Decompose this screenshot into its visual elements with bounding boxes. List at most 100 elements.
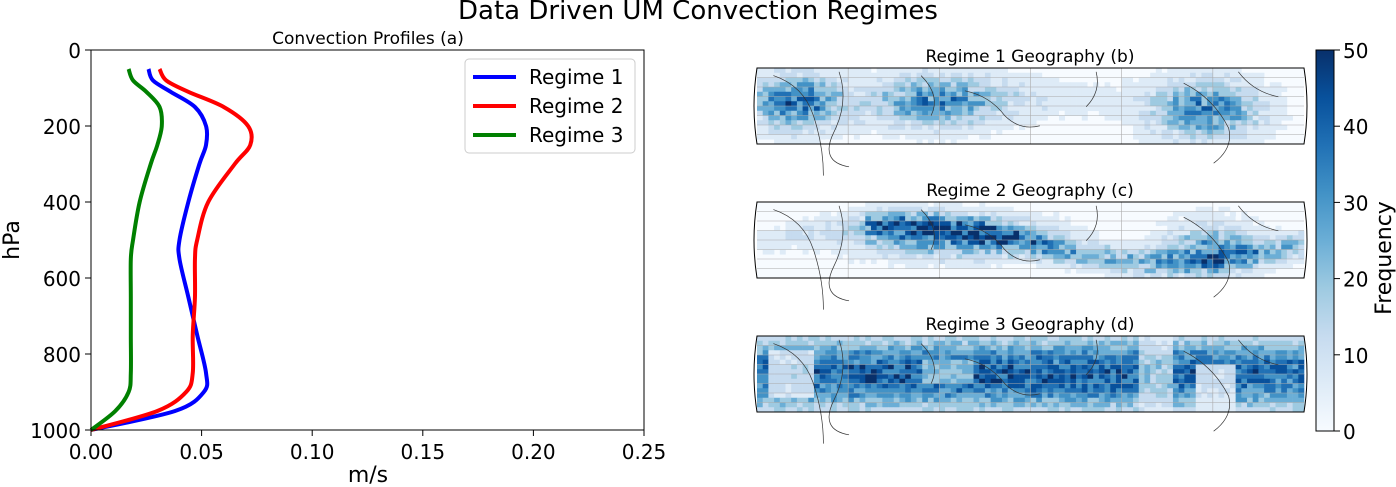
map-cell xyxy=(876,369,883,375)
map-cell xyxy=(996,206,1003,212)
map-cell xyxy=(791,374,798,380)
map-cell xyxy=(1218,383,1225,389)
map-cell xyxy=(762,402,769,408)
map-cell xyxy=(859,407,866,413)
map-cell xyxy=(870,101,877,107)
map-cell xyxy=(1264,397,1271,403)
map-cell xyxy=(876,72,883,78)
map-cell xyxy=(842,374,849,380)
map-cell xyxy=(990,393,997,399)
map-cell xyxy=(1144,244,1151,250)
map-cell xyxy=(888,115,895,121)
y-tick-label: 0 xyxy=(68,39,81,63)
map-cell xyxy=(1127,244,1134,250)
map-cell xyxy=(984,393,991,399)
map-cell xyxy=(1247,259,1254,265)
map-cell xyxy=(956,68,963,74)
map-cell xyxy=(808,244,815,250)
map-cell xyxy=(1172,273,1179,279)
map-cell xyxy=(1041,355,1048,361)
map-cell xyxy=(945,72,952,78)
map-cell xyxy=(1058,249,1065,255)
map-cell xyxy=(774,345,781,351)
map-cell xyxy=(1053,350,1060,356)
map-cell xyxy=(1013,340,1020,346)
map-cell xyxy=(1190,393,1197,399)
map-cell xyxy=(1172,106,1179,112)
map-cell xyxy=(973,350,980,356)
map-cell xyxy=(1115,388,1122,394)
map-cell xyxy=(899,393,906,399)
map-cell xyxy=(1013,374,1020,380)
map-cell xyxy=(853,125,860,131)
map-cell xyxy=(1235,91,1242,97)
map-cell xyxy=(1212,139,1219,145)
map-cell xyxy=(1041,397,1048,403)
map-cell xyxy=(1070,397,1077,403)
map-cell xyxy=(996,87,1003,93)
map-cell xyxy=(882,221,889,227)
map-cell xyxy=(1104,378,1111,384)
map-cell xyxy=(1121,383,1128,389)
map-cell xyxy=(757,77,763,83)
x-tick-label: 0.05 xyxy=(179,440,224,464)
map-cell xyxy=(939,82,946,88)
map-cell xyxy=(836,225,843,231)
map-cell xyxy=(905,397,912,403)
map-cell xyxy=(1172,211,1179,217)
map-cell xyxy=(1121,101,1128,107)
map-cell xyxy=(956,134,963,140)
map-cell xyxy=(1235,216,1242,222)
map-cell xyxy=(813,388,820,394)
map-cell xyxy=(939,355,946,361)
map-cell xyxy=(882,378,889,384)
map-cell xyxy=(893,402,900,408)
map-cell xyxy=(1212,82,1219,88)
map-cell xyxy=(757,96,763,102)
map-cell xyxy=(779,369,786,375)
map-cell xyxy=(1013,397,1020,403)
map-cell xyxy=(1292,359,1299,365)
map-cell xyxy=(1172,355,1179,361)
map-cell xyxy=(1121,82,1128,88)
map-cell xyxy=(1070,355,1077,361)
map-cell xyxy=(945,120,952,126)
map-cell xyxy=(1138,254,1145,260)
map-cell xyxy=(1207,225,1214,231)
map-cell xyxy=(1093,378,1100,384)
map-cell xyxy=(762,407,769,413)
map-cell xyxy=(774,120,781,126)
map-cell xyxy=(785,402,792,408)
map-cell xyxy=(979,230,986,236)
map-cell xyxy=(1195,369,1202,375)
map-cell xyxy=(859,345,866,351)
map-cell xyxy=(1002,374,1009,380)
map-cell xyxy=(950,125,957,131)
map-cell xyxy=(1207,374,1214,380)
map-cell xyxy=(1252,91,1259,97)
map-cell xyxy=(1161,263,1168,269)
map-cell xyxy=(1241,129,1248,135)
map-cell xyxy=(1229,230,1236,236)
map-cell xyxy=(1195,91,1202,97)
map-cell xyxy=(876,68,883,74)
map-cell xyxy=(853,393,860,399)
map-cell xyxy=(1133,340,1140,346)
map-cell xyxy=(893,259,900,265)
map-cell xyxy=(1138,106,1145,112)
map-cell xyxy=(791,125,798,131)
map-cell xyxy=(802,388,809,394)
map-cell xyxy=(967,82,974,88)
map-cell xyxy=(1252,388,1259,394)
map-cell xyxy=(1041,77,1048,83)
map-cell xyxy=(819,374,826,380)
map-cell xyxy=(984,374,991,380)
map-cell xyxy=(1201,378,1208,384)
map-cell xyxy=(1047,225,1054,231)
map-cell xyxy=(1275,359,1282,365)
map-cell xyxy=(979,263,986,269)
map-cell xyxy=(1070,407,1077,413)
map-cell xyxy=(882,202,889,208)
map-cell xyxy=(1178,374,1185,380)
map-cell xyxy=(1275,388,1282,394)
